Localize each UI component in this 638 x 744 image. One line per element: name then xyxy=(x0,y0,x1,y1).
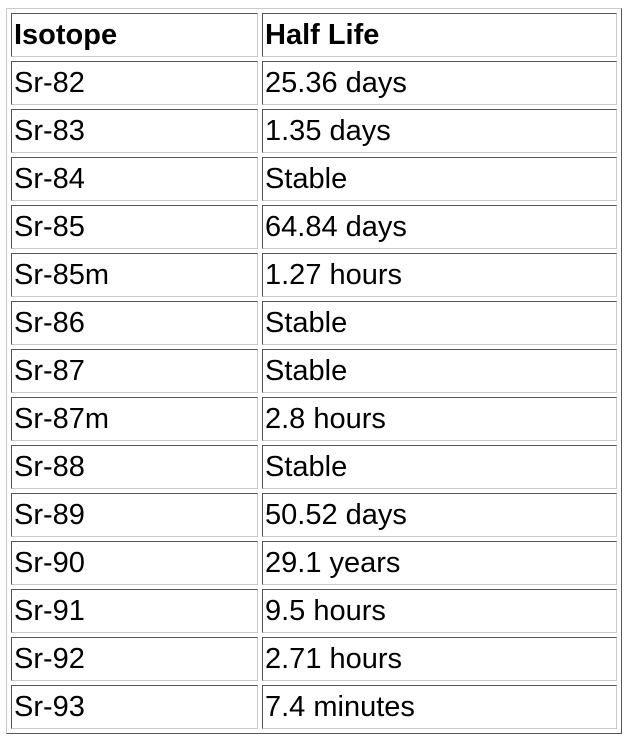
half-life-cell: Stable xyxy=(262,445,617,489)
half-life-cell: 9.5 hours xyxy=(262,589,617,633)
table-row: Sr-87m 2.8 hours xyxy=(11,397,617,441)
isotope-cell: Sr-85 xyxy=(11,205,258,249)
isotope-cell: Sr-89 xyxy=(11,493,258,537)
half-life-cell: 2.71 hours xyxy=(262,637,617,681)
table-row: Sr-89 50.52 days xyxy=(11,493,617,537)
half-life-cell: 1.27 hours xyxy=(262,253,617,297)
table-row: Sr-85 64.84 days xyxy=(11,205,617,249)
half-life-cell: 29.1 years xyxy=(262,541,617,585)
table-row: Sr-91 9.5 hours xyxy=(11,589,617,633)
table-row: Sr-90 29.1 years xyxy=(11,541,617,585)
isotope-half-life-table: Isotope Half Life Sr-82 25.36 days Sr-83 1.… xyxy=(6,8,622,734)
isotope-cell: Sr-84 xyxy=(11,157,258,201)
table-row: Sr-82 25.36 days xyxy=(11,61,617,105)
table-row: Sr-92 2.71 hours xyxy=(11,637,617,681)
half-life-cell: 2.8 hours xyxy=(262,397,617,441)
table-row: Sr-85m 1.27 hours xyxy=(11,253,617,297)
table-row: Sr-86 Stable xyxy=(11,301,617,345)
table-row: Sr-83 1.35 days xyxy=(11,109,617,153)
table-row: Sr-84 Stable xyxy=(11,157,617,201)
half-life-cell: 64.84 days xyxy=(262,205,617,249)
isotope-cell: Sr-88 xyxy=(11,445,258,489)
half-life-cell: Stable xyxy=(262,157,617,201)
isotope-cell: Sr-83 xyxy=(11,109,258,153)
table-row: Sr-87 Stable xyxy=(11,349,617,393)
isotope-cell: Sr-92 xyxy=(11,637,258,681)
table-row: Sr-88 Stable xyxy=(11,445,617,489)
isotope-cell: Sr-87 xyxy=(11,349,258,393)
half-life-cell: 25.36 days xyxy=(262,61,617,105)
half-life-cell: Stable xyxy=(262,349,617,393)
isotope-cell: Sr-86 xyxy=(11,301,258,345)
header-half-life: Half Life xyxy=(262,13,617,57)
isotope-cell: Sr-90 xyxy=(11,541,258,585)
table-header-row: Isotope Half Life xyxy=(11,13,617,57)
table-row: Sr-93 7.4 minutes xyxy=(11,685,617,729)
table-body: Sr-82 25.36 days Sr-83 1.35 days Sr-84 Stable… xyxy=(11,61,617,729)
half-life-cell: Stable xyxy=(262,301,617,345)
half-life-cell: 1.35 days xyxy=(262,109,617,153)
isotope-cell: Sr-82 xyxy=(11,61,258,105)
isotope-table-container: Isotope Half Life Sr-82 25.36 days Sr-83 1.… xyxy=(6,8,622,734)
header-isotope: Isotope xyxy=(11,13,258,57)
isotope-cell: Sr-85m xyxy=(11,253,258,297)
half-life-cell: 50.52 days xyxy=(262,493,617,537)
isotope-cell: Sr-93 xyxy=(11,685,258,729)
isotope-cell: Sr-87m xyxy=(11,397,258,441)
half-life-cell: 7.4 minutes xyxy=(262,685,617,729)
isotope-cell: Sr-91 xyxy=(11,589,258,633)
